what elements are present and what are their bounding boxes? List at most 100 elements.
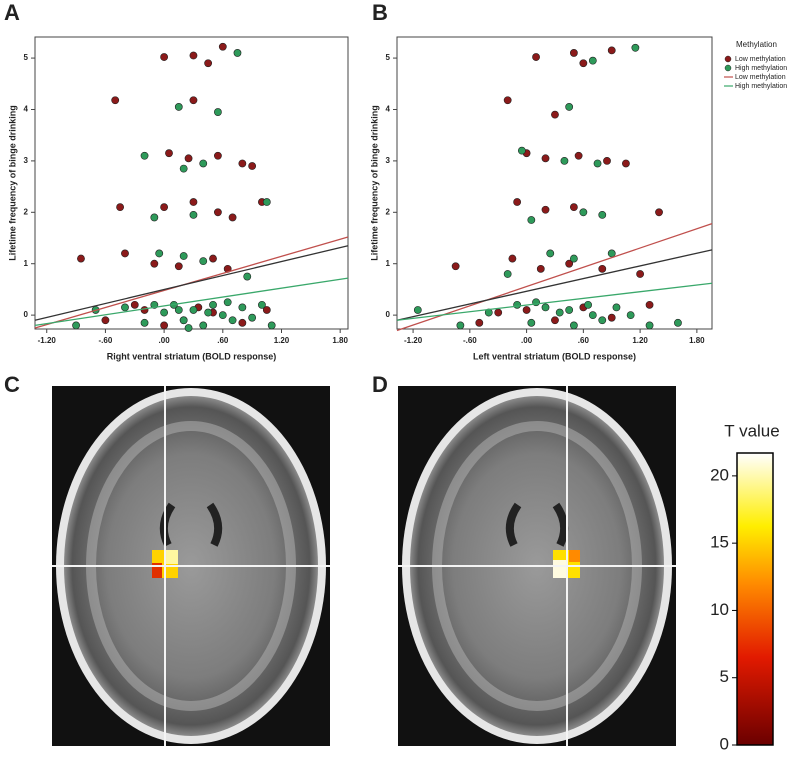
scatter-point: [121, 303, 129, 312]
scatter-point: [551, 110, 559, 119]
scatter-point: [77, 254, 85, 263]
x-tick-label: .00: [159, 336, 171, 345]
panel-label: B: [372, 0, 388, 25]
scatter-point: [238, 159, 247, 168]
x-tick-label: 1.80: [689, 336, 705, 345]
fit-line: [396, 222, 713, 332]
scatter-point: [569, 321, 578, 330]
colorbar-tick-label: 20: [710, 465, 729, 484]
scatter-point: [565, 103, 574, 111]
scatter-point: [574, 151, 583, 160]
scatter-point: [238, 303, 247, 312]
scatter-point: [150, 213, 159, 222]
x-tick-label: 1.80: [332, 336, 348, 345]
x-tick-label: -1.20: [404, 336, 423, 345]
scatter-point: [140, 151, 149, 160]
scatter-point: [140, 318, 149, 327]
scatter-point: [584, 300, 592, 309]
scatter-point: [555, 308, 564, 317]
scatter-point: [551, 316, 559, 325]
scatter-point: [199, 159, 208, 168]
scatter-point: [612, 303, 621, 312]
scatter-point: [258, 300, 266, 309]
x-tick-label: .00: [521, 336, 533, 345]
fit-line: [34, 277, 349, 327]
scatter-point: [189, 210, 198, 219]
legend-title: Methylation: [736, 40, 777, 49]
scatter-point: [160, 308, 169, 317]
x-tick-label: -.60: [463, 336, 477, 345]
scatter-point: [598, 210, 607, 219]
legend-label: High methylation: [735, 65, 787, 72]
y-axis-label: Lifetime frequency of binge drinking: [7, 105, 17, 261]
colorbar-tick-label: 15: [710, 533, 729, 552]
scatter-point: [101, 316, 110, 325]
x-tick-label: -.60: [99, 336, 113, 345]
scatter-point: [603, 156, 611, 165]
scatter-point: [541, 205, 550, 214]
scatter-point: [160, 321, 169, 330]
scatter-point: [541, 154, 550, 163]
colorbar-title: T value: [724, 421, 779, 440]
scatter-point: [209, 300, 217, 309]
scatter-point: [228, 316, 237, 325]
scatter-point: [150, 259, 159, 268]
fit-line: [396, 249, 713, 321]
scatter-point: [527, 216, 536, 224]
scatter-point: [569, 254, 578, 263]
plot-frame: [34, 36, 349, 330]
scatter-point: [598, 264, 607, 273]
scatter-point: [189, 306, 198, 314]
legend-marker: [724, 64, 732, 72]
legend-label: Low methylation: [735, 56, 786, 63]
scatter-point: [189, 96, 198, 105]
scatter-point: [174, 103, 183, 111]
scatter-point: [165, 149, 173, 158]
scatter-point: [607, 249, 616, 258]
scatter-point: [248, 313, 257, 322]
scatter-point: [626, 311, 635, 320]
legend-marker: [724, 55, 732, 63]
scatter-point: [218, 311, 227, 320]
colorbar-tick-label: 0: [720, 734, 729, 753]
x-axis-label: Left ventral striatum (BOLD response): [473, 351, 636, 361]
scatter-point: [451, 262, 460, 271]
scatter-point: [199, 321, 208, 330]
scatter-point: [72, 321, 80, 330]
scatter-point: [228, 213, 237, 222]
scatter-point: [508, 254, 517, 263]
scatter-point: [475, 318, 484, 327]
scatter-point: [569, 203, 578, 212]
scatter-point: [160, 53, 169, 61]
scatter-point: [184, 324, 193, 332]
scatter-point: [560, 156, 569, 165]
scatter-point: [209, 254, 217, 263]
scatter-point: [607, 313, 616, 322]
y-tick-label: 1: [386, 259, 391, 268]
scatter-point: [536, 264, 545, 273]
y-tick-label: 3: [24, 156, 29, 165]
y-axis-label: Lifetime frequency of binge drinking: [369, 105, 379, 261]
scatter-point: [262, 306, 271, 314]
scatter-point: [160, 203, 169, 212]
scatter-point: [513, 198, 522, 206]
scatter-point: [116, 203, 124, 212]
y-tick-label: 2: [386, 207, 391, 216]
y-tick-label: 3: [386, 156, 391, 165]
x-tick-label: .60: [578, 336, 590, 345]
y-tick-label: 2: [24, 207, 29, 216]
scatter-point: [179, 316, 188, 325]
scatter-point: [645, 300, 654, 309]
scatter-point: [179, 164, 188, 173]
scatter-point: [223, 298, 232, 307]
scatter-point: [655, 208, 663, 217]
colorbar-tick-label: 10: [710, 600, 729, 619]
scatter-point: [233, 49, 242, 57]
scatter-point: [503, 96, 512, 105]
scatter-point: [456, 321, 465, 330]
scatter-point: [588, 56, 597, 65]
scatter-point: [130, 300, 139, 309]
scatter-point: [218, 42, 227, 51]
fit-line: [34, 245, 349, 321]
scatter-point: [238, 318, 247, 327]
